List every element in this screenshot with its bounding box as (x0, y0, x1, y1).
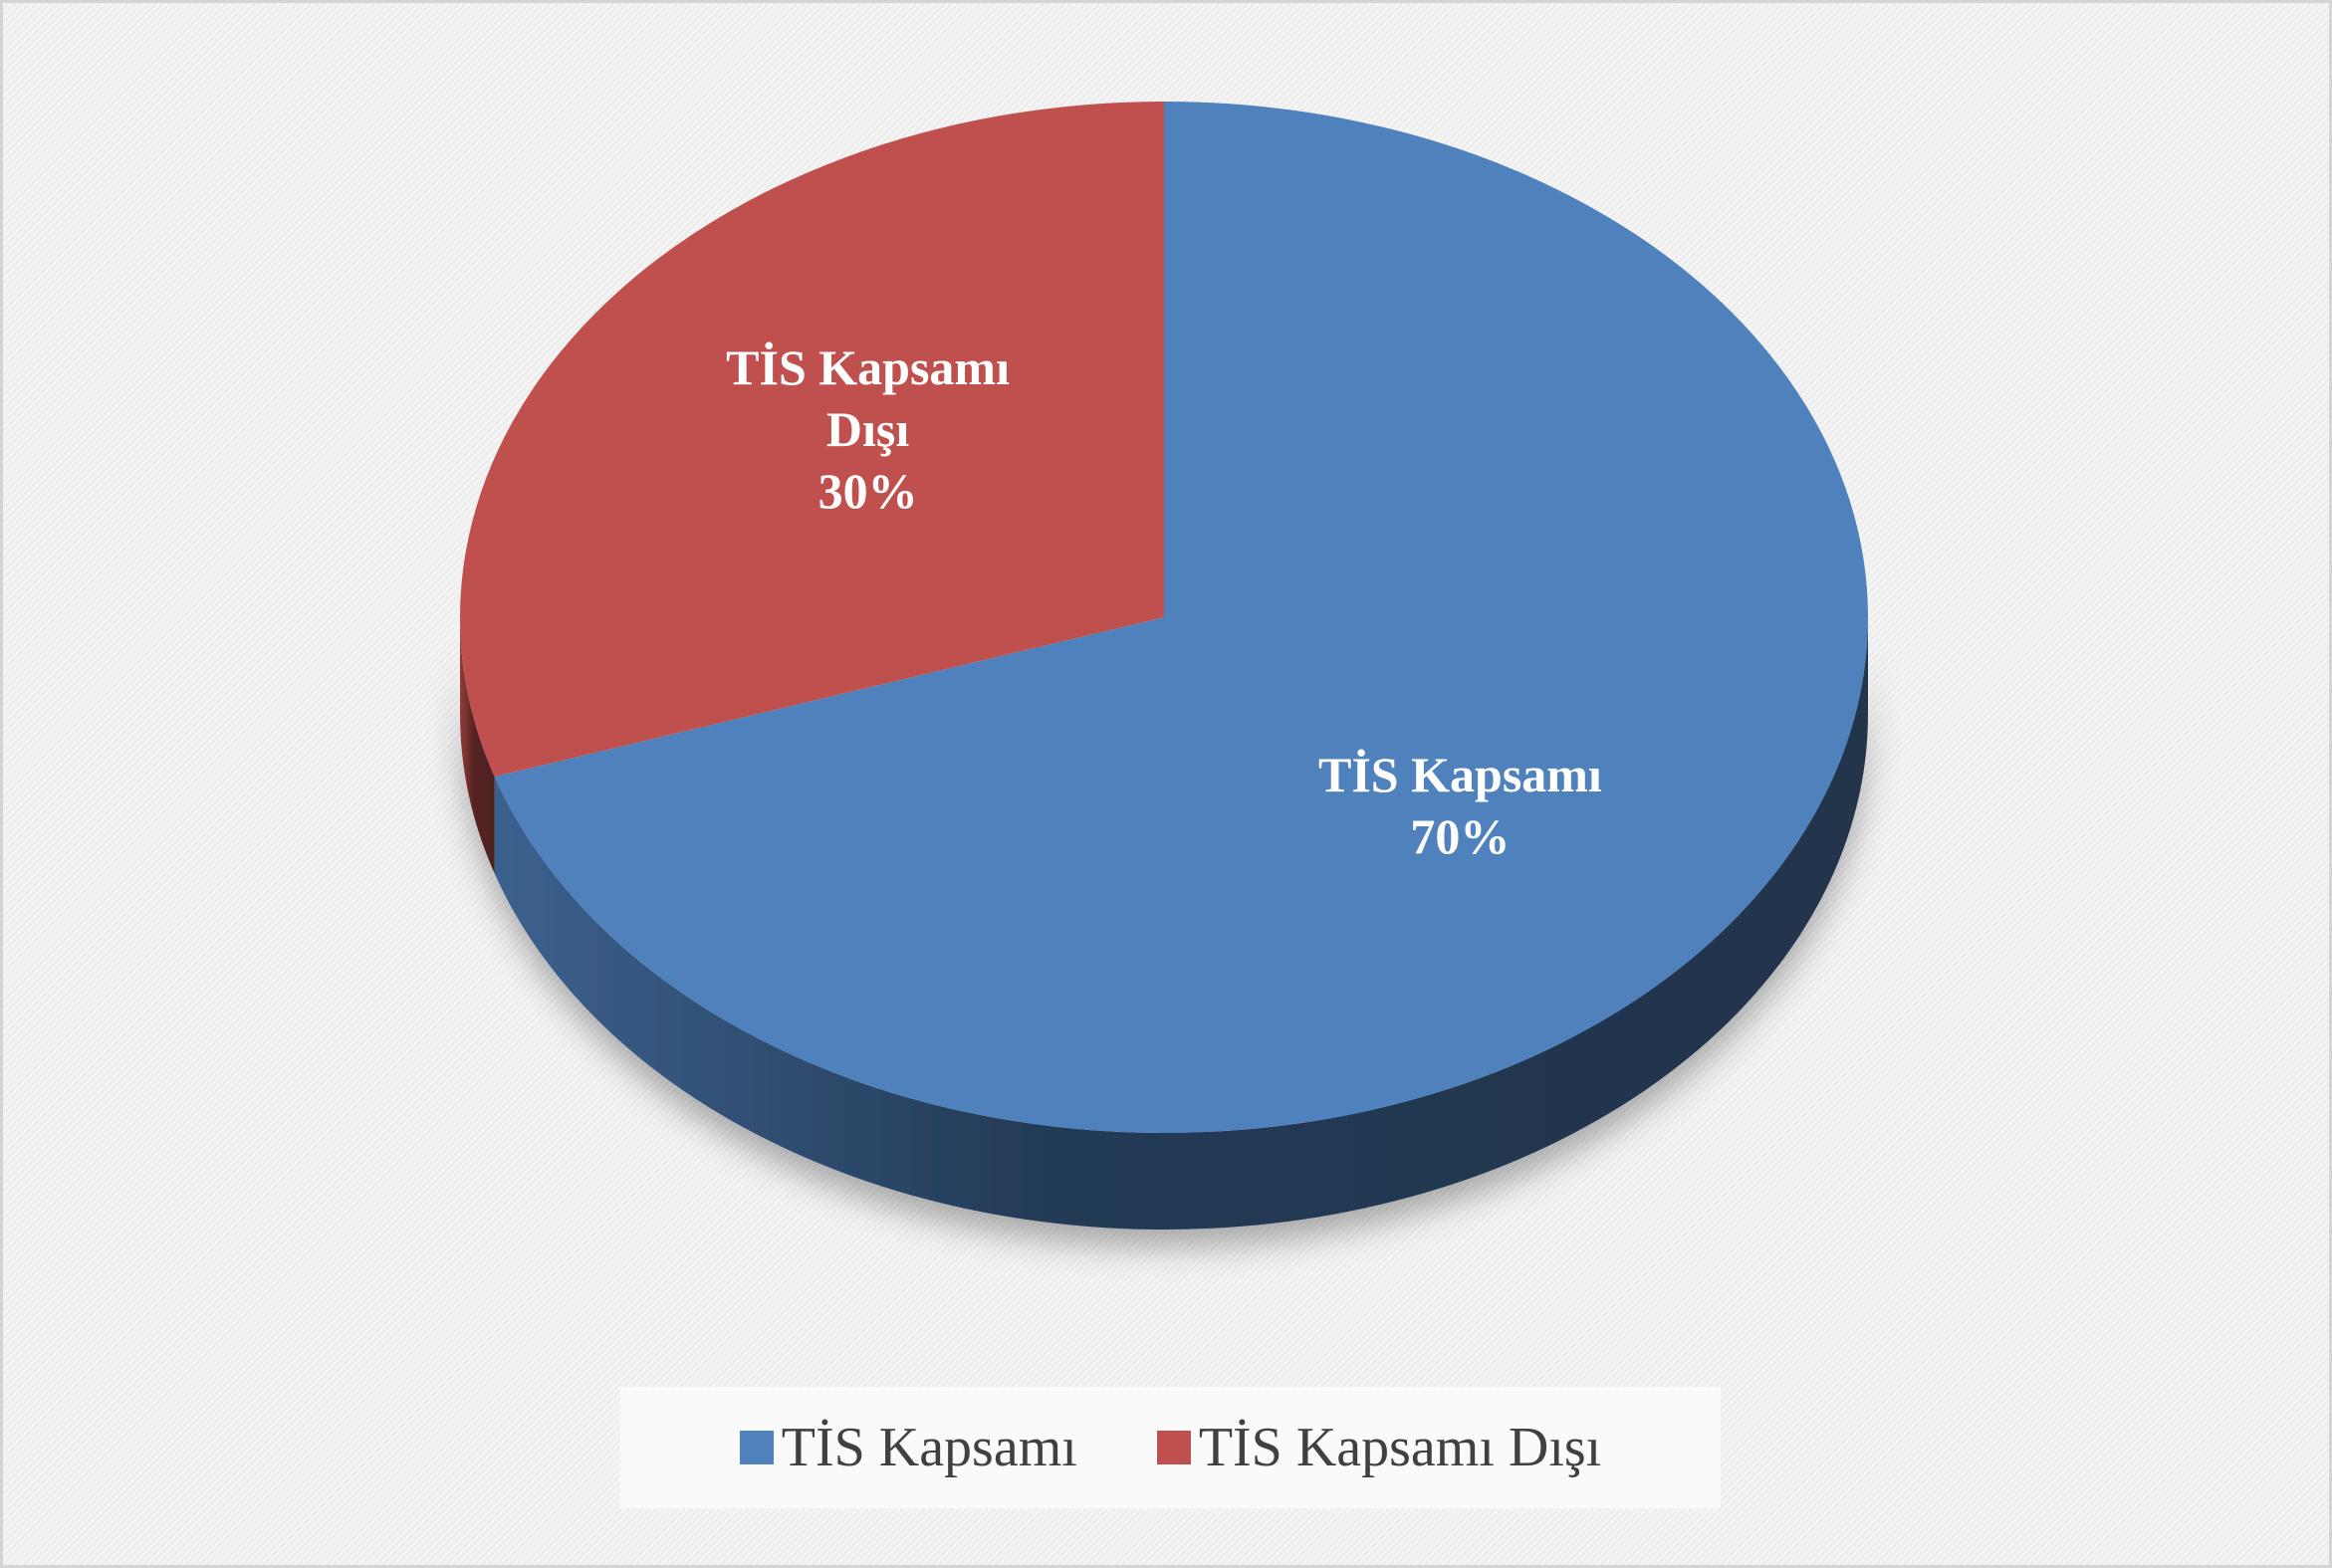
legend-label: TİS Kapsamı (781, 1417, 1077, 1478)
slice-side-shade (460, 617, 495, 874)
chart (459, 102, 1869, 1230)
pie-tops (459, 102, 1868, 1134)
data-label: TİS Kapsamı Dışı 30% (689, 336, 1048, 522)
legend-item: TİS Kapsamı (739, 1416, 1077, 1479)
data-label-value: 30% (817, 463, 918, 520)
slice-side-shade (494, 617, 1869, 1230)
pie-sides (460, 617, 1869, 1230)
data-label: TİS Kapsamı 70% (1281, 744, 1639, 867)
legend-swatch (739, 1431, 774, 1464)
legend: TİS Kapsamı TİS Kapsamı Dışı (620, 1387, 1721, 1508)
pie-slice (459, 102, 1164, 778)
data-label-value: 70% (1410, 807, 1511, 864)
data-label-category: TİS Kapsamı (1318, 746, 1602, 802)
data-label-category: TİS Kapsamı Dışı (726, 339, 1010, 458)
legend-label: TİS Kapsamı Dışı (1198, 1417, 1602, 1478)
pie-slice (494, 102, 1868, 1134)
legend-swatch (1156, 1431, 1191, 1464)
legend-item: TİS Kapsamı Dışı (1156, 1416, 1602, 1479)
